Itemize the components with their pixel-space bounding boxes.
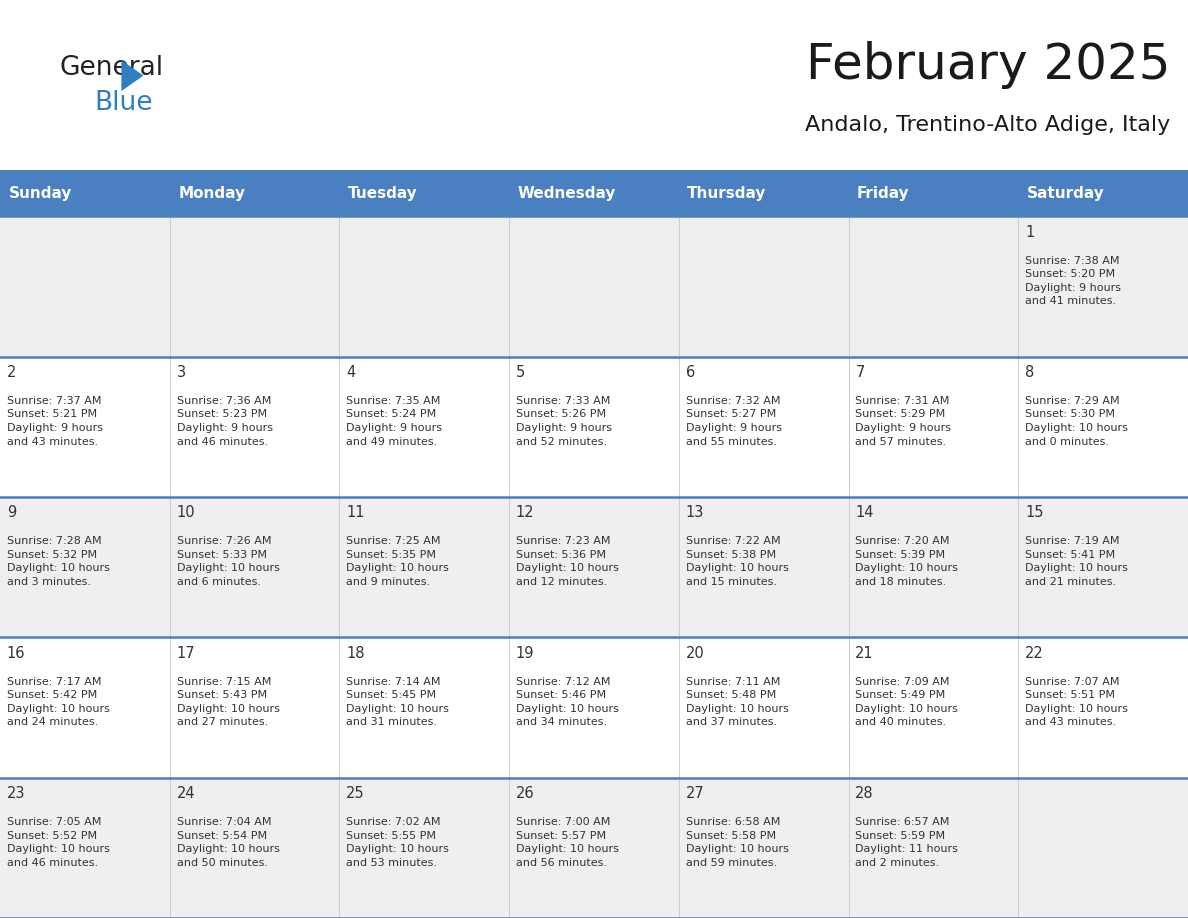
Text: 11: 11 [346,505,365,521]
Text: Sunrise: 7:36 AM
Sunset: 5:23 PM
Daylight: 9 hours
and 46 minutes.: Sunrise: 7:36 AM Sunset: 5:23 PM Dayligh… [177,396,272,447]
Text: 13: 13 [685,505,704,521]
Text: 8: 8 [1025,365,1035,380]
Text: Sunrise: 7:28 AM
Sunset: 5:32 PM
Daylight: 10 hours
and 3 minutes.: Sunrise: 7:28 AM Sunset: 5:32 PM Dayligh… [7,536,109,587]
Text: Sunrise: 7:15 AM
Sunset: 5:43 PM
Daylight: 10 hours
and 27 minutes.: Sunrise: 7:15 AM Sunset: 5:43 PM Dayligh… [177,677,279,727]
Polygon shape [121,60,144,91]
Text: 26: 26 [516,786,535,801]
Bar [0,778,1188,918]
Text: 18: 18 [346,645,365,661]
Text: Sunrise: 7:35 AM
Sunset: 5:24 PM
Daylight: 9 hours
and 49 minutes.: Sunrise: 7:35 AM Sunset: 5:24 PM Dayligh… [346,396,442,447]
Text: Sunrise: 7:20 AM
Sunset: 5:39 PM
Daylight: 10 hours
and 18 minutes.: Sunrise: 7:20 AM Sunset: 5:39 PM Dayligh… [855,536,959,587]
Text: 5: 5 [516,365,525,380]
Text: 24: 24 [177,786,195,801]
Bar [0,170,1188,217]
Text: Sunday: Sunday [8,185,71,200]
Text: 14: 14 [855,505,874,521]
Text: Sunrise: 7:05 AM
Sunset: 5:52 PM
Daylight: 10 hours
and 46 minutes.: Sunrise: 7:05 AM Sunset: 5:52 PM Dayligh… [7,817,109,868]
Text: Sunrise: 7:02 AM
Sunset: 5:55 PM
Daylight: 10 hours
and 53 minutes.: Sunrise: 7:02 AM Sunset: 5:55 PM Dayligh… [346,817,449,868]
Text: 3: 3 [177,365,185,380]
Text: Sunrise: 7:19 AM
Sunset: 5:41 PM
Daylight: 10 hours
and 21 minutes.: Sunrise: 7:19 AM Sunset: 5:41 PM Dayligh… [1025,536,1127,587]
Text: Sunrise: 7:23 AM
Sunset: 5:36 PM
Daylight: 10 hours
and 12 minutes.: Sunrise: 7:23 AM Sunset: 5:36 PM Dayligh… [516,536,619,587]
Bar [0,637,1188,778]
Text: Blue: Blue [94,90,153,116]
Text: 7: 7 [855,365,865,380]
Text: 4: 4 [346,365,355,380]
Text: Andalo, Trentino-Alto Adige, Italy: Andalo, Trentino-Alto Adige, Italy [805,115,1170,135]
Text: 19: 19 [516,645,535,661]
Text: Tuesday: Tuesday [348,185,418,200]
Text: 2: 2 [7,365,17,380]
Text: 25: 25 [346,786,365,801]
Text: Sunrise: 7:37 AM
Sunset: 5:21 PM
Daylight: 9 hours
and 43 minutes.: Sunrise: 7:37 AM Sunset: 5:21 PM Dayligh… [7,396,103,447]
Text: Thursday: Thursday [688,185,766,200]
Text: Sunrise: 7:07 AM
Sunset: 5:51 PM
Daylight: 10 hours
and 43 minutes.: Sunrise: 7:07 AM Sunset: 5:51 PM Dayligh… [1025,677,1127,727]
Text: Sunrise: 7:11 AM
Sunset: 5:48 PM
Daylight: 10 hours
and 37 minutes.: Sunrise: 7:11 AM Sunset: 5:48 PM Dayligh… [685,677,789,727]
Text: February 2025: February 2025 [805,41,1170,89]
Text: 6: 6 [685,365,695,380]
Text: 1: 1 [1025,225,1035,240]
Text: Friday: Friday [857,185,910,200]
Text: 16: 16 [7,645,25,661]
Text: Sunrise: 7:26 AM
Sunset: 5:33 PM
Daylight: 10 hours
and 6 minutes.: Sunrise: 7:26 AM Sunset: 5:33 PM Dayligh… [177,536,279,587]
Text: 9: 9 [7,505,17,521]
Text: Sunrise: 7:04 AM
Sunset: 5:54 PM
Daylight: 10 hours
and 50 minutes.: Sunrise: 7:04 AM Sunset: 5:54 PM Dayligh… [177,817,279,868]
Text: Sunrise: 6:58 AM
Sunset: 5:58 PM
Daylight: 10 hours
and 59 minutes.: Sunrise: 6:58 AM Sunset: 5:58 PM Dayligh… [685,817,789,868]
Text: 20: 20 [685,645,704,661]
Text: Sunrise: 6:57 AM
Sunset: 5:59 PM
Daylight: 11 hours
and 2 minutes.: Sunrise: 6:57 AM Sunset: 5:59 PM Dayligh… [855,817,959,868]
Bar [0,217,1188,356]
Text: 17: 17 [177,645,195,661]
Text: Monday: Monday [178,185,245,200]
Text: Sunrise: 7:25 AM
Sunset: 5:35 PM
Daylight: 10 hours
and 9 minutes.: Sunrise: 7:25 AM Sunset: 5:35 PM Dayligh… [346,536,449,587]
Text: 22: 22 [1025,645,1044,661]
Text: Sunrise: 7:32 AM
Sunset: 5:27 PM
Daylight: 9 hours
and 55 minutes.: Sunrise: 7:32 AM Sunset: 5:27 PM Dayligh… [685,396,782,447]
Bar [0,497,1188,637]
Text: 21: 21 [855,645,874,661]
Text: 15: 15 [1025,505,1043,521]
Text: 27: 27 [685,786,704,801]
Text: Sunrise: 7:00 AM
Sunset: 5:57 PM
Daylight: 10 hours
and 56 minutes.: Sunrise: 7:00 AM Sunset: 5:57 PM Dayligh… [516,817,619,868]
Text: Sunrise: 7:17 AM
Sunset: 5:42 PM
Daylight: 10 hours
and 24 minutes.: Sunrise: 7:17 AM Sunset: 5:42 PM Dayligh… [7,677,109,727]
Text: 10: 10 [177,505,195,521]
Text: Sunrise: 7:38 AM
Sunset: 5:20 PM
Daylight: 9 hours
and 41 minutes.: Sunrise: 7:38 AM Sunset: 5:20 PM Dayligh… [1025,255,1121,307]
Text: Saturday: Saturday [1026,185,1105,200]
Text: General: General [59,55,164,81]
Bar [0,356,1188,497]
Text: 28: 28 [855,786,874,801]
Text: Sunrise: 7:22 AM
Sunset: 5:38 PM
Daylight: 10 hours
and 15 minutes.: Sunrise: 7:22 AM Sunset: 5:38 PM Dayligh… [685,536,789,587]
Text: Sunrise: 7:14 AM
Sunset: 5:45 PM
Daylight: 10 hours
and 31 minutes.: Sunrise: 7:14 AM Sunset: 5:45 PM Dayligh… [346,677,449,727]
Text: Wednesday: Wednesday [518,185,617,200]
Text: Sunrise: 7:33 AM
Sunset: 5:26 PM
Daylight: 9 hours
and 52 minutes.: Sunrise: 7:33 AM Sunset: 5:26 PM Dayligh… [516,396,612,447]
Text: 23: 23 [7,786,25,801]
Text: Sunrise: 7:29 AM
Sunset: 5:30 PM
Daylight: 10 hours
and 0 minutes.: Sunrise: 7:29 AM Sunset: 5:30 PM Dayligh… [1025,396,1127,447]
Text: 12: 12 [516,505,535,521]
Text: Sunrise: 7:12 AM
Sunset: 5:46 PM
Daylight: 10 hours
and 34 minutes.: Sunrise: 7:12 AM Sunset: 5:46 PM Dayligh… [516,677,619,727]
Text: Sunrise: 7:09 AM
Sunset: 5:49 PM
Daylight: 10 hours
and 40 minutes.: Sunrise: 7:09 AM Sunset: 5:49 PM Dayligh… [855,677,959,727]
Text: Sunrise: 7:31 AM
Sunset: 5:29 PM
Daylight: 9 hours
and 57 minutes.: Sunrise: 7:31 AM Sunset: 5:29 PM Dayligh… [855,396,952,447]
